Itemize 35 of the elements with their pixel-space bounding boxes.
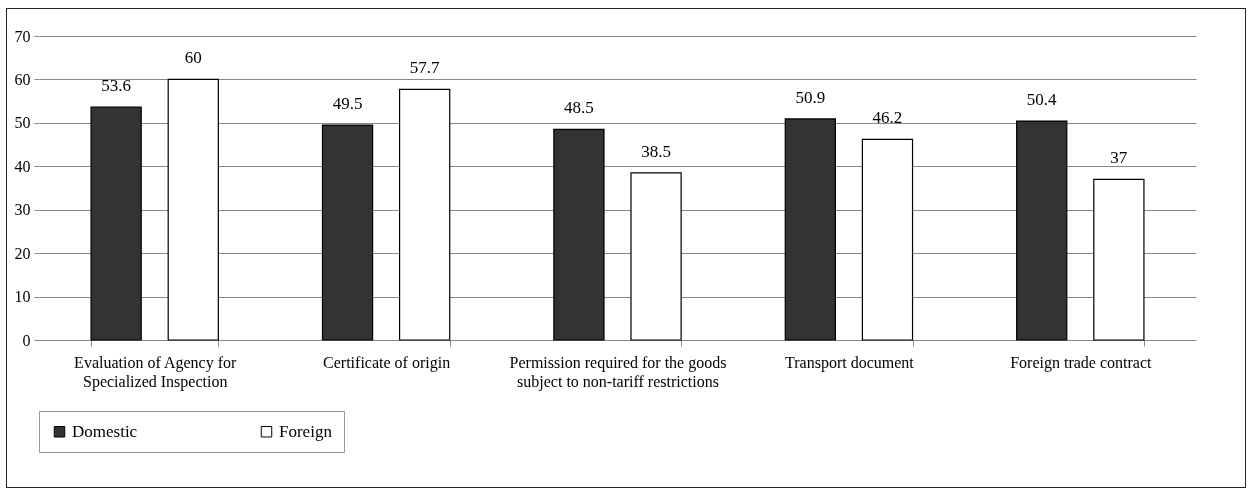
y-tick-label: 20	[14, 244, 31, 262]
bar	[1016, 120, 1068, 341]
bar	[630, 172, 682, 341]
data-label: 57.7	[409, 58, 441, 78]
bar	[784, 118, 836, 341]
y-tick-label: 70	[14, 27, 31, 45]
data-label: 53.6	[101, 76, 132, 96]
bar	[90, 106, 142, 341]
bar	[167, 78, 219, 341]
y-tick-label: 10	[14, 288, 31, 306]
bar	[321, 124, 374, 341]
bar	[399, 88, 451, 341]
x-tick-label: Certificate of origin	[323, 353, 451, 372]
y-tick-label: 30	[14, 201, 31, 219]
data-label: 38.5	[641, 141, 671, 161]
y-tick-label: 0	[22, 331, 31, 349]
bar	[553, 128, 605, 341]
legend-label: Domestic	[72, 421, 138, 441]
x-tick-label: Permission required for the goods subject to non-tariff restrictions	[509, 353, 727, 391]
x-tick-label: Foreign trade contract	[1010, 353, 1152, 372]
bar	[861, 138, 914, 341]
data-label: 50.9	[795, 87, 826, 107]
data-label: 46.2	[872, 108, 903, 128]
legend-label: Foreign	[279, 421, 333, 441]
bar	[1093, 178, 1145, 341]
y-tick-label: 40	[14, 157, 31, 175]
data-label: 60	[184, 48, 202, 68]
x-tick-label: Transport document	[785, 353, 915, 372]
y-tick-label: 60	[14, 70, 31, 88]
data-label: 48.5	[564, 98, 594, 118]
y-tick-label: 50	[14, 114, 31, 132]
data-label: 49.5	[332, 94, 363, 114]
data-label: 50.4	[1026, 90, 1058, 110]
x-tick-label: Evaluation of Agency for Specialized Inspection	[74, 353, 237, 391]
data-label: 37	[1110, 148, 1128, 168]
